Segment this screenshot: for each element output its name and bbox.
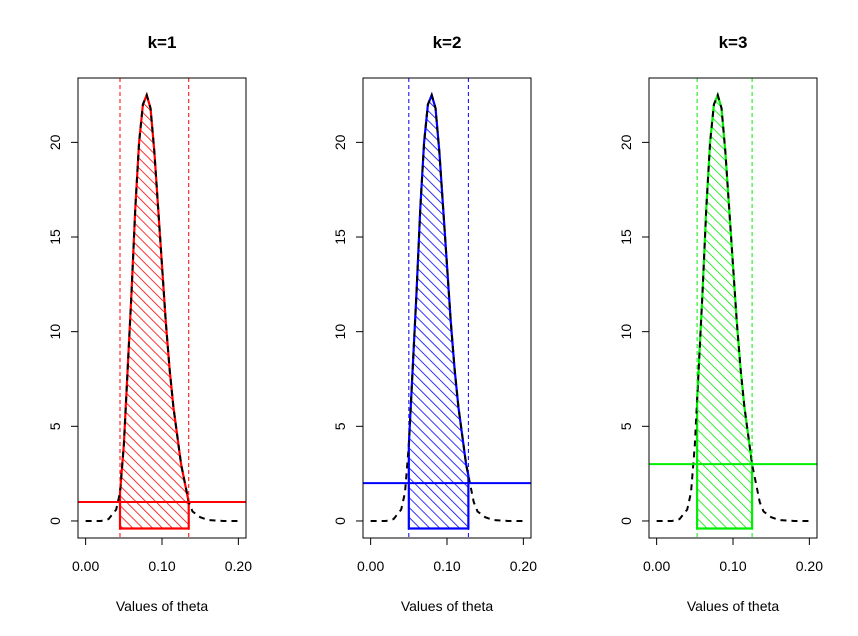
y-tick-label: 0 [47,517,63,525]
y-tick-label: 20 [332,134,348,150]
y-tick-label: 10 [332,324,348,340]
panel-3: k=3 0.00 0.10 0.20 0 5 10 15 20 Values of theta [618,33,823,614]
x-tick-label: 0.00 [72,558,99,574]
y-tick-label: 0 [618,517,634,525]
y-tick-label: 15 [618,229,634,245]
x-tick-label: 0.00 [643,558,670,574]
x-tick-label: 0.10 [433,558,460,574]
chart-title: k=3 [719,33,748,52]
x-tick-label: 0.20 [796,558,823,574]
y-tick-label: 5 [47,422,63,430]
chart-title: k=1 [148,33,177,52]
x-tick-label: 0.10 [719,558,746,574]
y-tick-label: 5 [618,422,634,430]
y-tick-label: 5 [332,422,348,430]
x-tick-label: 0.20 [510,558,537,574]
x-tick-label: 0.10 [148,558,175,574]
x-axis-label: Values of theta [687,598,780,614]
y-tick-label: 15 [47,229,63,245]
x-axis-label: Values of theta [401,598,494,614]
chart-title: k=2 [433,33,462,52]
credible-region [407,91,470,530]
y-tick-label: 20 [47,134,63,150]
x-axis-label: Values of theta [116,598,209,614]
panel-2: k=2 0.00 0.10 0.20 0 5 10 15 20 Values of theta [332,33,537,614]
x-tick-label: 0.20 [225,558,252,574]
y-tick-label: 10 [47,324,63,340]
y-tick-label: 0 [332,517,348,525]
y-tick-label: 15 [332,229,348,245]
panel-1: k=1 0.00 0.10 0.20 0 5 10 15 20 Values of theta [47,33,252,614]
y-tick-label: 10 [618,324,634,340]
x-tick-label: 0.00 [357,558,384,574]
y-tick-label: 20 [618,134,634,150]
